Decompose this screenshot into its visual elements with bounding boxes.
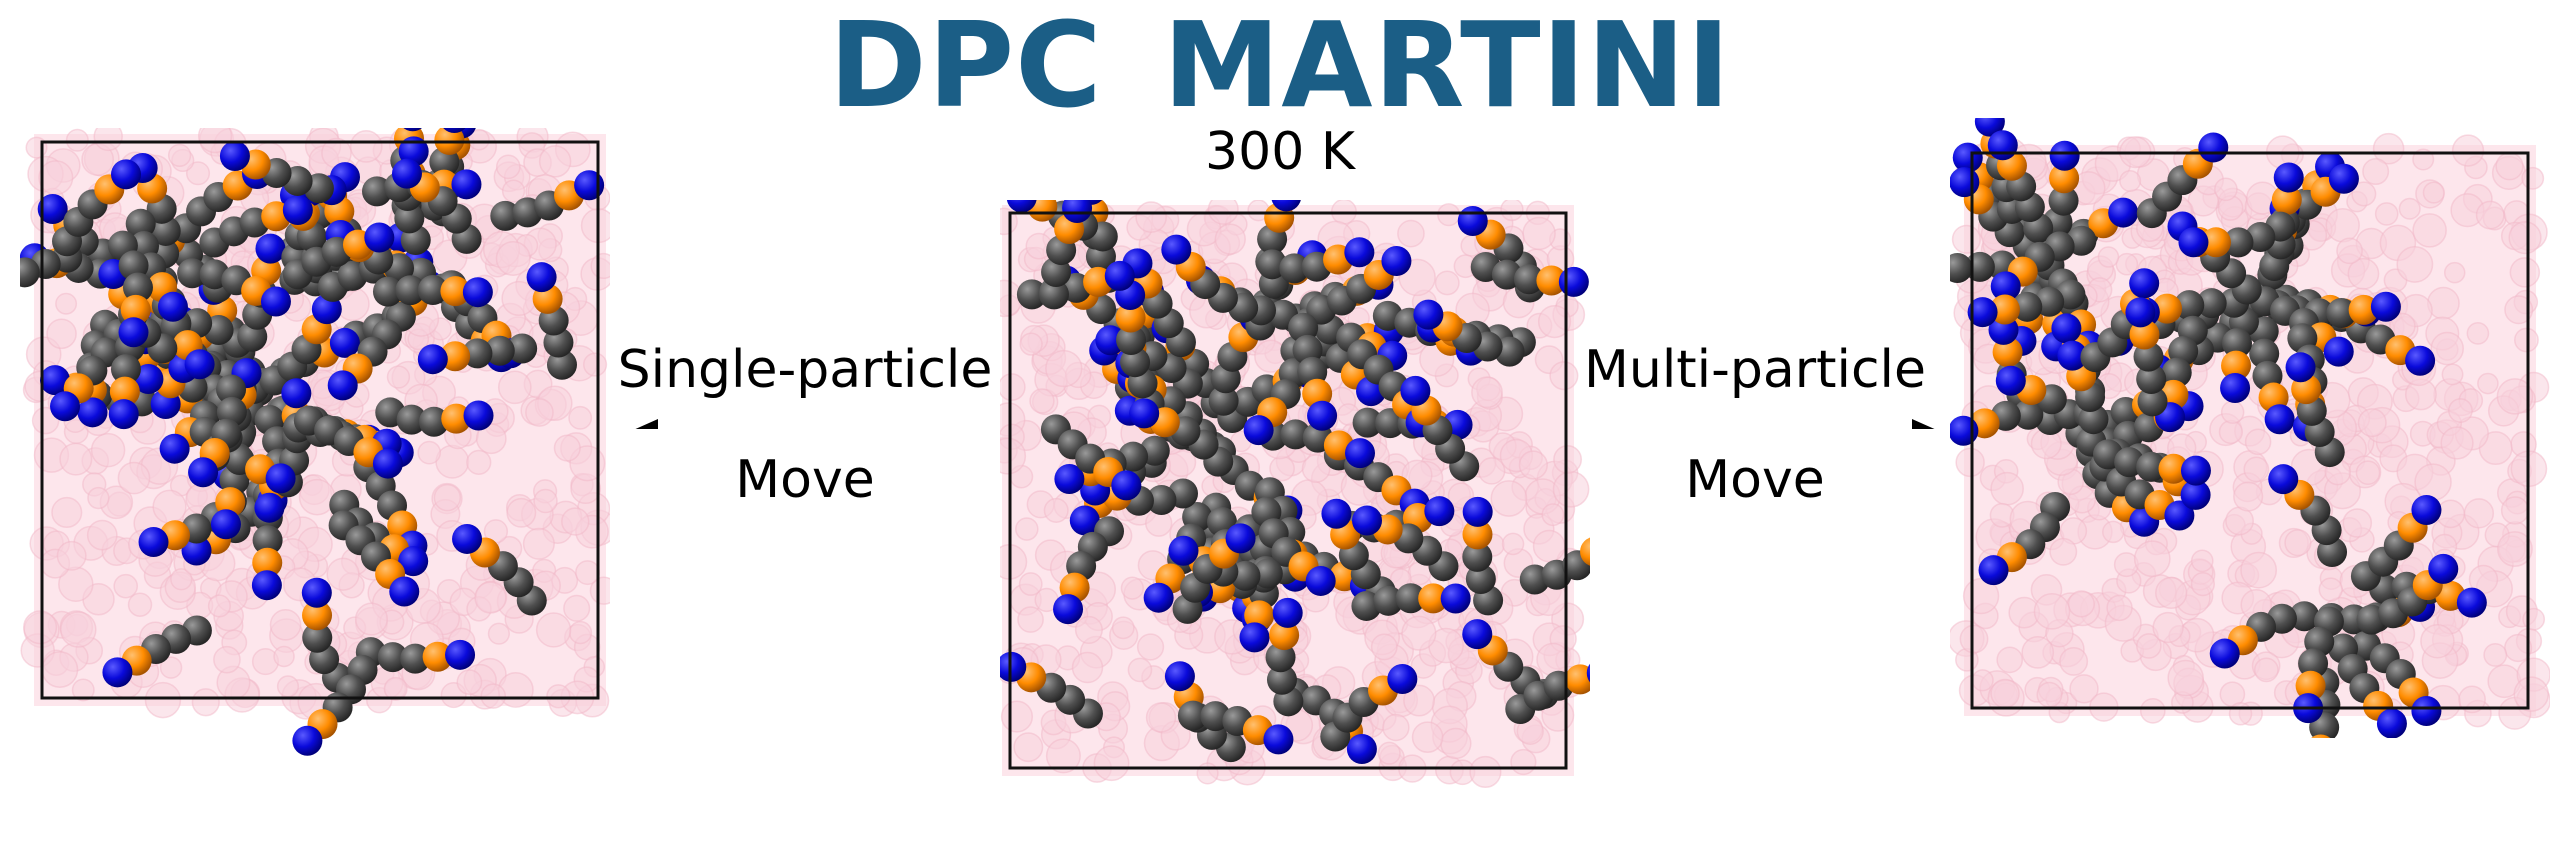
left-move-label-line1: Single-particle [617, 340, 993, 400]
dpc-molecules [1950, 118, 2487, 738]
dpc-molecules [1000, 200, 1590, 764]
left-move-label-line2: Move [735, 450, 875, 510]
right-move-label-line2: Move [1685, 450, 1825, 510]
box-outline [1008, 211, 1568, 770]
figure-title: DPC MARTINI [828, 0, 1732, 134]
right-arrow [1912, 419, 1935, 429]
right-move-label-line1: Multi-particle [1584, 340, 1926, 400]
box-outline [1970, 151, 2530, 710]
center-panel-initial [1000, 200, 1590, 830]
left-arrow [635, 419, 658, 429]
temperature-label: 300 K [1205, 122, 1355, 182]
right-simulation-box [1950, 118, 2550, 738]
center-simulation-box [1000, 200, 1590, 789]
left-panel-single-particle [20, 128, 610, 758]
left-simulation-box [20, 128, 610, 756]
right-panel-multi-particle [1950, 118, 2550, 738]
dpc-molecules [20, 128, 605, 756]
box-outline [40, 140, 600, 700]
